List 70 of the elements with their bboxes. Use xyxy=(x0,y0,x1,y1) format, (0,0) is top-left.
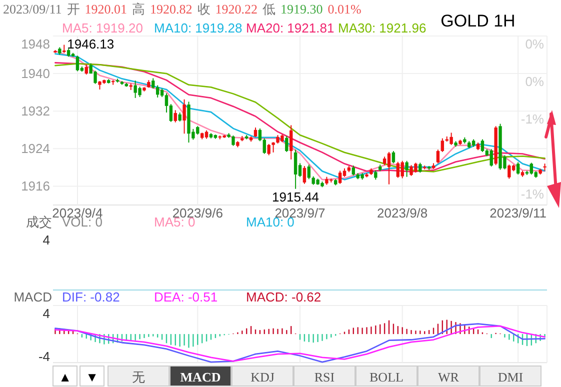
y-tick-label: 1916 xyxy=(21,178,50,194)
x-tick-label: 2023/9/8 xyxy=(377,206,428,220)
candlestick xyxy=(285,135,288,152)
series-label: MACD: -0.62 xyxy=(246,290,322,304)
y-tick-label: 1948 xyxy=(21,36,50,52)
candlestick xyxy=(307,164,310,180)
x-tick-label: 2023/9/11 xyxy=(490,206,547,220)
text: WR xyxy=(438,370,460,384)
annotation: 1915.44 xyxy=(272,189,320,204)
text: 收 xyxy=(197,2,210,16)
text: 开 xyxy=(66,2,80,16)
candlestick xyxy=(156,84,160,98)
candlestick xyxy=(400,160,404,179)
candlestick xyxy=(76,55,80,72)
candlestick xyxy=(182,98,186,134)
candlestick xyxy=(174,110,177,123)
candlestick xyxy=(396,161,400,178)
text: 2023/09/11 xyxy=(3,2,62,16)
text: DMI xyxy=(498,370,524,384)
candlestick xyxy=(436,149,440,164)
text: 1920.22 xyxy=(215,2,258,16)
text: MA20: 1921.81 xyxy=(246,20,334,36)
candlestick xyxy=(508,164,511,180)
candlestick xyxy=(418,162,422,174)
y-tick-label: 1940 xyxy=(21,66,50,82)
candlestick xyxy=(84,64,88,75)
candlestick xyxy=(374,170,378,180)
text: RSI xyxy=(314,370,335,384)
text: 1919.30 xyxy=(280,2,323,16)
text: ▼ xyxy=(86,370,98,384)
candlestick xyxy=(490,148,493,168)
series-label: DIF: -0.82 xyxy=(62,290,120,304)
text: MACD xyxy=(180,370,221,384)
text: 高 xyxy=(132,2,145,16)
candlestick xyxy=(392,150,396,164)
text: 0.01% xyxy=(328,2,362,16)
text: KDJ xyxy=(250,370,274,384)
candlestick xyxy=(290,124,293,160)
y-tick-label: -4 xyxy=(38,349,50,364)
text: 1920.01 xyxy=(84,2,127,16)
candlestick xyxy=(530,162,534,175)
candlestick xyxy=(267,143,270,156)
candlestick xyxy=(294,149,298,190)
candlestick xyxy=(272,142,275,153)
annotation: 1946.13 xyxy=(67,36,114,52)
text: DEA: -0.51 xyxy=(154,290,218,304)
y-tick-label: 1932 xyxy=(21,104,50,119)
text: ▲ xyxy=(58,370,72,384)
text: 无 xyxy=(132,370,145,384)
candlestick xyxy=(302,166,306,184)
text: 成交 xyxy=(26,214,52,230)
y-tick-label: 4 xyxy=(42,306,50,321)
y-tick-label: 1924 xyxy=(21,141,50,156)
candlestick xyxy=(516,162,520,175)
candlestick xyxy=(450,132,453,146)
chart-title: GOLD 1H xyxy=(440,12,516,30)
text: 1920.82 xyxy=(150,2,192,16)
candlestick xyxy=(254,127,258,138)
text: MA10: 1919.28 xyxy=(154,20,242,36)
chart-title: MACD xyxy=(14,290,52,304)
text: MA30: 1921.96 xyxy=(338,20,426,36)
text: 低 xyxy=(262,2,276,16)
candlestick xyxy=(387,151,391,185)
series-label: MA5: 1919.20 xyxy=(62,20,143,36)
candlestick xyxy=(480,138,484,152)
candlestick xyxy=(352,165,356,176)
candlestick xyxy=(440,138,444,152)
candlestick xyxy=(405,160,408,178)
candlestick xyxy=(338,170,342,184)
text: BOLL xyxy=(370,370,404,384)
